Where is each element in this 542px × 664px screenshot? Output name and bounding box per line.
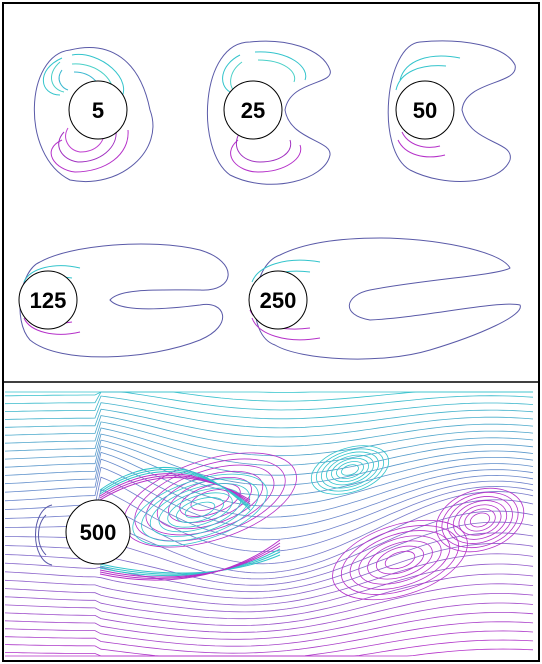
wake-vortex xyxy=(167,492,233,528)
wake-streamline xyxy=(5,648,534,657)
wake-streamline xyxy=(4,542,534,599)
cylinder-500 xyxy=(65,499,131,565)
wake-vortex xyxy=(134,458,286,542)
label-re-25: 25 xyxy=(241,98,265,123)
label-re-125: 125 xyxy=(30,288,67,313)
label-re-500: 500 xyxy=(80,520,117,545)
shear-layer xyxy=(99,548,281,577)
panel-re-50: 50 xyxy=(387,40,516,182)
cylinder-125 xyxy=(18,270,78,330)
label-re-50: 50 xyxy=(413,98,437,123)
wake-vortex xyxy=(321,451,379,489)
wake-vortex xyxy=(176,497,224,523)
wake-vortex xyxy=(464,508,496,532)
shear-layer xyxy=(99,475,251,503)
cylinder-50 xyxy=(395,80,455,140)
panel-re-500-cylinder: 500 xyxy=(35,499,131,566)
wake-vortex xyxy=(340,525,460,595)
shear-layer xyxy=(99,542,281,580)
wake-streamline xyxy=(4,433,534,476)
wake-vortex xyxy=(452,500,508,540)
shear-layer xyxy=(99,466,251,511)
panel-re-25: 25 xyxy=(207,40,331,185)
wake-streamline xyxy=(4,583,534,627)
wake-vortex xyxy=(331,457,369,483)
wake-streamline xyxy=(4,573,534,620)
wake-vortex xyxy=(349,530,451,590)
wake-streamline xyxy=(4,639,534,657)
wake-streamline xyxy=(4,612,534,647)
shear-layer xyxy=(99,477,251,501)
panel-re-250: 250 xyxy=(248,237,521,360)
wake-vortex xyxy=(435,487,525,553)
wake-streamline xyxy=(4,532,534,593)
wake-vortex xyxy=(367,540,433,580)
wake-vortex xyxy=(190,489,230,511)
wake-vortex xyxy=(132,473,268,547)
panel-re-500 xyxy=(4,391,534,657)
wake-vortex xyxy=(441,491,519,549)
panel-re-5: 5 xyxy=(33,47,154,182)
wake-vortex xyxy=(326,454,374,486)
wake-vortex xyxy=(310,445,390,495)
cylinder-5 xyxy=(68,80,128,140)
wake-vortex xyxy=(375,545,425,575)
wake-streamline xyxy=(4,391,534,411)
wake-streamline xyxy=(4,593,534,633)
wake-vortex xyxy=(123,452,297,548)
label-re-5: 5 xyxy=(92,98,104,123)
wake-vortex xyxy=(341,464,359,476)
wake-streamline xyxy=(5,391,533,402)
wake-vortex xyxy=(141,478,259,542)
wake-streamline xyxy=(4,439,534,486)
shear-layer xyxy=(99,545,281,578)
wake-streamline xyxy=(4,427,534,466)
wake-vortex xyxy=(315,448,385,492)
wake-streamline xyxy=(4,421,534,457)
wake-vortex xyxy=(469,512,491,528)
shear-layer xyxy=(99,551,281,575)
wake-vortex xyxy=(145,464,275,536)
wake-vortex xyxy=(384,550,416,570)
wake-streamline xyxy=(4,458,534,518)
wake-streamline xyxy=(4,602,534,640)
wake-streamline xyxy=(4,451,534,507)
cylinder-250 xyxy=(248,270,308,330)
wake-streamline xyxy=(4,408,534,438)
label-re-250: 250 xyxy=(260,288,297,313)
wake-streamline xyxy=(4,553,534,606)
wake-vortex xyxy=(458,504,502,536)
wake-streamline xyxy=(4,402,534,429)
wake-streamline xyxy=(4,621,534,654)
wake-streamline xyxy=(4,466,534,529)
wake-vortex xyxy=(447,496,513,544)
wake-vortex xyxy=(184,501,216,519)
wake-vortex xyxy=(358,535,442,585)
cylinder-25 xyxy=(223,80,283,140)
shear-layer xyxy=(99,554,281,574)
wake-streamline xyxy=(4,415,534,447)
wake-vortex xyxy=(149,483,251,537)
wake-streamline xyxy=(4,395,534,420)
wake-streamline xyxy=(4,445,534,496)
wake-vortex xyxy=(336,461,364,479)
panel-re-125: 125 xyxy=(18,243,229,358)
wake-streamline xyxy=(4,563,534,613)
shear-layer xyxy=(99,539,281,581)
